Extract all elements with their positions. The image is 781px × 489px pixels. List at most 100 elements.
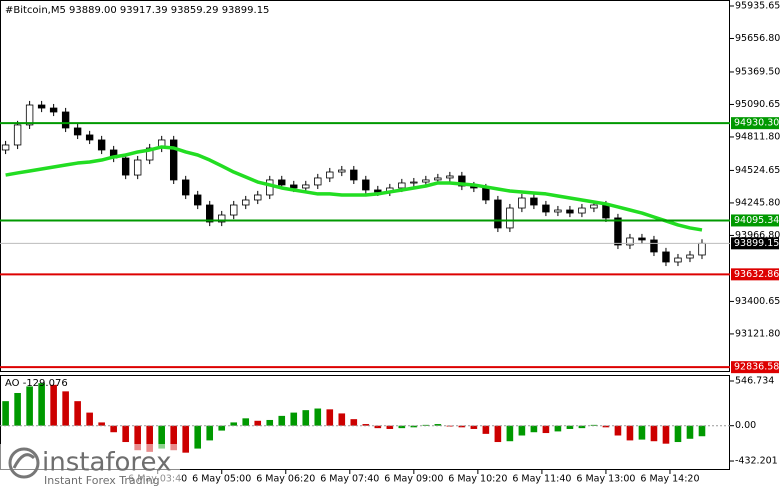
ao-bar xyxy=(86,412,93,426)
ao-y-tick-label: -432.201 xyxy=(735,456,778,467)
ao-bar xyxy=(158,425,165,449)
ao-bar xyxy=(62,391,69,426)
current-price-box xyxy=(731,237,779,250)
candle-body xyxy=(326,171,334,179)
candle-body xyxy=(398,182,406,189)
level-label-box xyxy=(731,361,779,374)
candle-body xyxy=(554,209,562,213)
x-tick-label: 6 May 11:40 xyxy=(512,474,571,485)
level-label: 94930.30 xyxy=(734,118,779,129)
y-tick-label: 94245.80 xyxy=(735,197,780,208)
level-label-box xyxy=(731,117,779,130)
candle-body xyxy=(698,242,706,256)
candle-body xyxy=(506,207,514,229)
y-tick-label: 93121.80 xyxy=(735,328,780,339)
candle-body xyxy=(542,204,550,213)
candle-body xyxy=(650,239,658,253)
ao-panel xyxy=(0,375,730,470)
candle-body xyxy=(13,124,22,146)
ao-bar xyxy=(650,425,658,442)
candle-body xyxy=(662,251,670,263)
ao-bar xyxy=(14,392,21,426)
candle-body xyxy=(181,179,190,196)
logo: instaforex Instant Forex Trading xyxy=(0,444,180,489)
candle-body xyxy=(49,107,58,113)
ao-bar xyxy=(242,418,250,426)
candle-body xyxy=(290,184,298,189)
candle-body xyxy=(97,139,106,151)
candle-body xyxy=(194,194,202,206)
candle-body xyxy=(362,179,370,191)
ao-bar xyxy=(302,410,310,426)
candle-body xyxy=(314,177,322,186)
ao-bar xyxy=(482,425,490,434)
ao-bar xyxy=(350,419,358,426)
y-tick-label: 95090.65 xyxy=(735,99,780,110)
candle-body xyxy=(578,207,586,214)
level-label: 93632.86 xyxy=(734,269,779,280)
ao-bar xyxy=(254,420,262,426)
ao-bar xyxy=(566,425,574,429)
ao-bar xyxy=(74,401,81,426)
candle-body xyxy=(218,214,226,223)
current-price-label: 93899.15 xyxy=(734,238,779,249)
candle-body xyxy=(338,169,346,173)
candle-body xyxy=(302,184,310,189)
header: #Bitcoin,M5 93889.00 93917.39 93859.29 9… xyxy=(5,5,269,16)
candle-body xyxy=(278,179,286,186)
candle-body xyxy=(434,177,442,181)
ao-bar xyxy=(206,425,214,441)
candle-body xyxy=(410,181,418,184)
ao-bar xyxy=(662,425,670,444)
level-label: 94095.34 xyxy=(734,215,779,226)
candle-body xyxy=(266,179,274,196)
logo-tagline: Instant Forex Trading xyxy=(44,474,160,487)
ao-bar xyxy=(218,425,226,431)
ao-bar xyxy=(602,425,610,428)
ao-bar xyxy=(146,425,153,452)
candle-body xyxy=(422,179,430,183)
candle-body xyxy=(374,189,382,193)
candle-body xyxy=(145,147,154,161)
ao-y-tick-label: 546.734 xyxy=(735,375,774,386)
candle-body xyxy=(169,139,178,181)
ao-bar xyxy=(326,409,334,426)
ao-bar xyxy=(638,425,646,440)
candle-body xyxy=(121,157,130,176)
level-label: 92836.58 xyxy=(734,362,779,373)
candle-body xyxy=(1,144,10,151)
candle-body xyxy=(530,197,538,206)
ao-bar xyxy=(2,401,9,426)
candle-body xyxy=(686,254,694,259)
candle-body xyxy=(626,237,634,246)
ao-bar xyxy=(470,425,478,429)
candle-body xyxy=(254,194,262,201)
candle-body xyxy=(566,209,574,214)
candle-body xyxy=(674,257,682,263)
candle-body xyxy=(494,199,502,229)
ao-bar xyxy=(698,425,706,437)
ao-bar xyxy=(458,425,466,428)
ao-bar xyxy=(122,425,129,443)
ao-bar xyxy=(182,425,190,453)
ao-bar xyxy=(386,425,394,429)
y-tick-label: 93400.65 xyxy=(735,296,780,307)
ao-bar xyxy=(230,422,238,426)
main-panel xyxy=(0,0,730,372)
candle-body xyxy=(133,159,142,176)
ao-bar xyxy=(518,425,526,436)
ao-bar xyxy=(278,415,286,426)
y-tick-label: 94524.65 xyxy=(735,165,780,176)
x-tick-label: 6 May 10:20 xyxy=(448,474,507,485)
candle-body xyxy=(458,175,466,187)
ao-y-tick-label: 0.00 xyxy=(735,420,756,431)
ao-bar xyxy=(38,383,45,426)
candle-body xyxy=(446,175,454,179)
ao-bar xyxy=(494,425,502,443)
ao-bar xyxy=(362,424,370,426)
y-tick-label: 95656.80 xyxy=(735,33,780,44)
ao-title: AO -129.076 xyxy=(5,378,68,389)
x-tick-label: 6 May 14:20 xyxy=(640,474,699,485)
